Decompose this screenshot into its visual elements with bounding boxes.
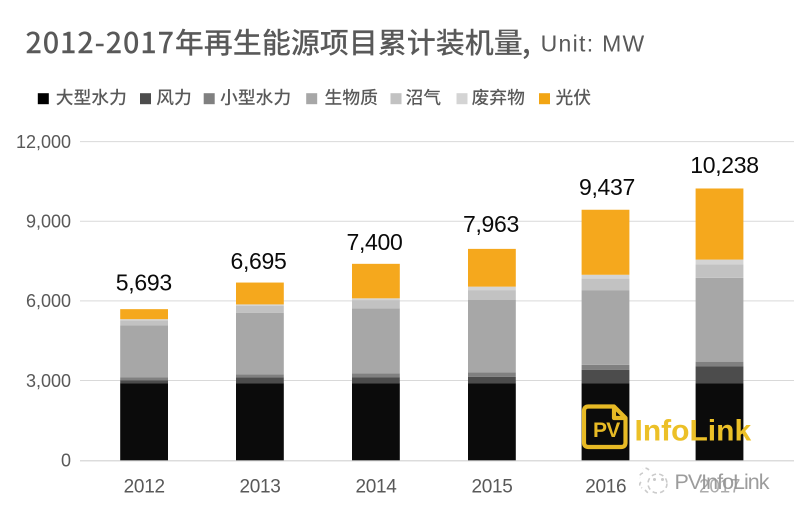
svg-text:7,963: 7,963 [463,211,519,237]
svg-text:2015: 2015 [471,477,512,498]
svg-text:2013: 2013 [239,477,280,498]
svg-text:2012: 2012 [124,477,165,498]
svg-text:10,238: 10,238 [690,152,759,178]
svg-text:9,437: 9,437 [579,174,635,200]
svg-text:2014: 2014 [355,477,397,498]
svg-text:7,400: 7,400 [346,229,402,255]
svg-text:6,695: 6,695 [230,248,286,274]
svg-text:6,000: 6,000 [26,291,71,311]
svg-text:PV: PV [593,419,620,442]
svg-text:2016: 2016 [585,477,626,498]
svg-text:0: 0 [61,451,71,471]
svg-text:InfoLink: InfoLink [635,415,752,448]
svg-text:5,693: 5,693 [116,269,172,295]
svg-text:PVInfoLink: PVInfoLink [675,470,770,494]
svg-text:Unit: MW: Unit: MW [541,30,646,56]
svg-text:9,000: 9,000 [26,212,71,232]
svg-text:12,000: 12,000 [16,132,71,152]
svg-text:3,000: 3,000 [26,371,71,391]
